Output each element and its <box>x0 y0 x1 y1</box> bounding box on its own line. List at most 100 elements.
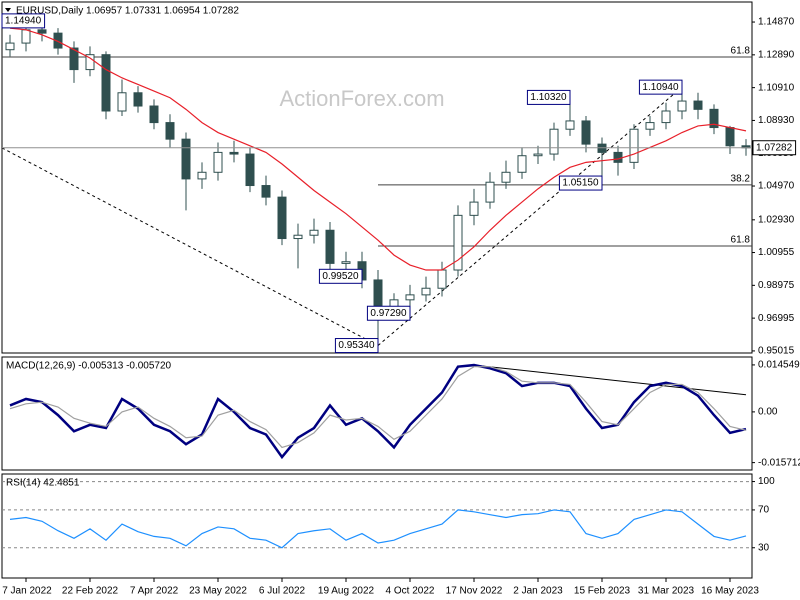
y-tick-label: 1.04970 <box>758 181 795 192</box>
panel-title: RSI(14) 42.4851 <box>6 478 80 489</box>
candle-body <box>149 105 159 124</box>
y-tick-label: 100 <box>758 476 775 487</box>
annotation-label: 1.10320 <box>530 92 567 103</box>
x-tick-label: 23 May 2022 <box>189 586 247 597</box>
candle-body <box>565 120 575 130</box>
y-tick-label: 0.00 <box>758 407 778 418</box>
x-tick-label: 22 Feb 2022 <box>62 586 119 597</box>
x-tick-label: 16 May 2023 <box>701 586 759 597</box>
x-tick-label: 17 Nov 2022 <box>446 586 503 597</box>
candle-body <box>677 100 687 112</box>
annotation-label: 0.95340 <box>338 340 375 351</box>
candle-body <box>245 153 255 187</box>
annotation-box <box>334 338 379 354</box>
x-tick-label: 6 Jul 2022 <box>259 586 306 597</box>
current-price-box <box>752 140 797 156</box>
candle-body <box>517 155 527 173</box>
series-line <box>9 509 747 549</box>
candle-body <box>613 151 623 163</box>
candle-body <box>165 122 175 140</box>
trendline <box>1 147 379 346</box>
x-tick-label: 19 Aug 2022 <box>318 586 375 597</box>
candle-body <box>101 54 111 112</box>
candle-body <box>501 171 511 183</box>
annotation-box <box>318 268 363 284</box>
annotation-box <box>526 89 571 105</box>
candle-body <box>469 201 479 216</box>
candle-body <box>581 120 591 145</box>
candle-body <box>645 122 655 130</box>
candle-body <box>405 294 415 301</box>
y-tick-label: 1.14870 <box>758 17 795 28</box>
series-line <box>9 363 747 460</box>
candle-body <box>549 128 559 155</box>
candle-body <box>437 269 447 289</box>
candle-body <box>597 143 607 153</box>
annotation-label: 0.99520 <box>322 271 359 282</box>
fib-label: 61.8 <box>731 46 751 57</box>
y-tick-label: 1.00955 <box>758 247 795 258</box>
y-tick-label: 0.014549 <box>758 360 800 371</box>
candle-body <box>661 110 671 124</box>
candle-body <box>709 108 719 129</box>
candle-body <box>373 279 383 309</box>
annotation-box <box>1 13 46 29</box>
trendline <box>473 364 747 396</box>
watermark: ActionForex.com <box>279 86 444 111</box>
series-line <box>9 366 747 449</box>
y-tick-label: 0.96995 <box>758 313 795 324</box>
candle-body <box>309 229 319 236</box>
candle-body <box>725 127 735 147</box>
y-tick-label: -0.015712 <box>758 457 800 468</box>
candle-body <box>229 151 239 155</box>
panel-frame <box>1 356 753 471</box>
y-tick-label: 70 <box>758 505 770 516</box>
candle-body <box>453 214 463 271</box>
candle-body <box>293 234 303 240</box>
candle-body <box>53 32 63 49</box>
current-price-label: 1.07282 <box>756 142 793 153</box>
candle-body <box>69 47 79 71</box>
annotation-box <box>558 175 603 191</box>
x-tick-label: 2 Jan 2023 <box>513 586 563 597</box>
y-tick-label: 0.98975 <box>758 280 795 291</box>
candle-body <box>261 185 271 198</box>
panel-title: MACD(12,26,9) -0.005313 -0.005720 <box>6 361 172 372</box>
candle-body <box>5 42 15 51</box>
candle-body <box>485 181 495 203</box>
annotation-box <box>366 305 411 321</box>
candle-body <box>277 196 287 240</box>
annotation-label: 1.05150 <box>562 178 599 189</box>
x-tick-label: 7 Apr 2022 <box>130 586 179 597</box>
candle-body <box>37 29 47 34</box>
series-line <box>9 27 747 271</box>
annotation-label: 1.10940 <box>642 82 679 93</box>
menu-arrow <box>5 8 11 12</box>
candle-body <box>117 92 127 112</box>
candle-body <box>341 261 351 264</box>
x-tick-label: 31 Mar 2023 <box>638 586 695 597</box>
candle-body <box>85 54 95 71</box>
candle-body <box>325 229 335 264</box>
x-tick-label: 15 Feb 2023 <box>574 586 631 597</box>
candle-body <box>213 151 223 173</box>
candle-body <box>21 29 31 44</box>
annotation-label: 0.97290 <box>370 308 407 319</box>
candle-body <box>197 171 207 180</box>
candle-body <box>629 128 639 163</box>
panel-frame <box>1 473 753 579</box>
x-tick-label: 7 Jan 2022 <box>2 586 52 597</box>
y-tick-label: 1.12890 <box>758 49 795 60</box>
annotation-label: 1.14940 <box>5 16 42 27</box>
y-tick-label: 1.08930 <box>758 115 795 126</box>
candle-body <box>693 100 703 110</box>
y-tick-label: 1.10910 <box>758 82 795 93</box>
candle-body <box>133 92 143 107</box>
y-tick-label: 0.95015 <box>758 346 795 357</box>
panel-title: EURUSD,Daily 1.06957 1.07331 1.06954 1.0… <box>16 6 239 17</box>
fib-label: 61.8 <box>731 235 751 246</box>
x-tick-label: 4 Oct 2022 <box>386 586 435 597</box>
candle-body <box>533 153 543 157</box>
y-tick-label: 30 <box>758 542 770 553</box>
